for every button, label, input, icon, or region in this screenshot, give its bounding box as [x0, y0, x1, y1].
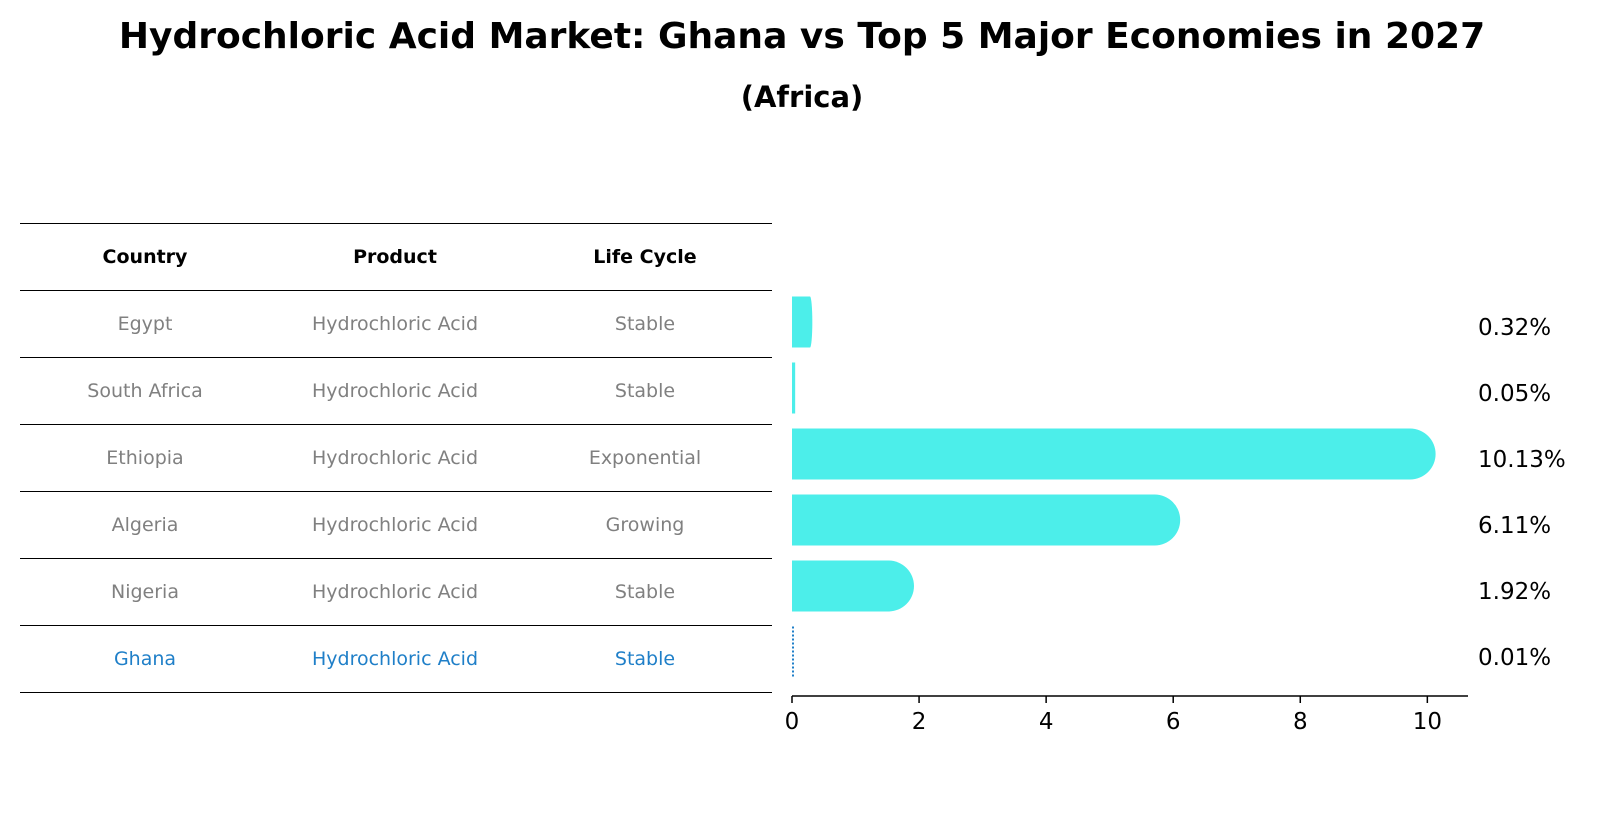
value-label: 6.11%: [1478, 513, 1551, 539]
cell-life-cycle: Stable: [614, 380, 676, 402]
bar-nigeria: [792, 560, 914, 612]
x-tick-label: 10: [1413, 709, 1442, 735]
header-life-cycle: Life Cycle: [593, 246, 697, 268]
value-label: 10.13%: [1478, 447, 1566, 473]
value-label: 0.05%: [1478, 381, 1551, 407]
cell-product: Hydrochloric Acid: [311, 648, 479, 670]
bar-south-africa: [792, 362, 796, 414]
table-row: Ethiopia Hydrochloric Acid Exponential: [20, 424, 772, 491]
cell-country: Algeria: [111, 514, 179, 536]
cell-product: Hydrochloric Acid: [311, 313, 479, 335]
cell-life-cycle: Stable: [614, 581, 676, 603]
table-row: South Africa Hydrochloric Acid Stable: [20, 357, 772, 424]
bar-ethiopia: [792, 428, 1436, 480]
cell-country: Ethiopia: [106, 447, 184, 469]
x-tick-label: 2: [912, 709, 927, 735]
x-tick-label: 0: [785, 709, 800, 735]
cell-country: Nigeria: [111, 581, 179, 603]
header-product: Product: [353, 246, 437, 268]
cell-product: Hydrochloric Acid: [311, 380, 479, 402]
table-header-row: Country Product Life Cycle: [20, 223, 772, 290]
cell-country: Egypt: [117, 313, 173, 335]
bar-egypt: [792, 296, 813, 348]
cell-life-cycle: Exponential: [588, 447, 702, 469]
x-tick-label: 6: [1166, 709, 1181, 735]
cell-country: Ghana: [113, 648, 177, 670]
table-row: Egypt Hydrochloric Acid Stable: [20, 290, 772, 357]
chart-title: Hydrochloric Acid Market: Ghana vs Top 5…: [118, 16, 1486, 57]
value-label: 1.92%: [1478, 579, 1551, 605]
x-tick-label: 4: [1039, 709, 1054, 735]
table-row: Algeria Hydrochloric Acid Growing: [20, 491, 772, 558]
header-country: Country: [102, 246, 188, 268]
table-row: Nigeria Hydrochloric Acid Stable: [20, 558, 772, 625]
value-label: 0.01%: [1478, 645, 1551, 671]
cell-life-cycle: Stable: [614, 313, 676, 335]
cell-country: South Africa: [87, 380, 203, 402]
chart-subtitle: (Africa): [740, 80, 864, 114]
country-table: Country Product Life Cycle Egypt Hydroch…: [20, 223, 772, 693]
value-label: 0.32%: [1478, 315, 1551, 341]
table-row-highlighted: Ghana Hydrochloric Acid Stable: [20, 625, 772, 693]
cell-life-cycle: Stable: [614, 648, 676, 670]
x-tick-label: 8: [1293, 709, 1308, 735]
cell-product: Hydrochloric Acid: [311, 514, 479, 536]
cell-product: Hydrochloric Acid: [311, 581, 479, 603]
bar-algeria: [792, 494, 1181, 546]
cell-product: Hydrochloric Acid: [311, 447, 479, 469]
cell-life-cycle: Growing: [605, 514, 685, 536]
